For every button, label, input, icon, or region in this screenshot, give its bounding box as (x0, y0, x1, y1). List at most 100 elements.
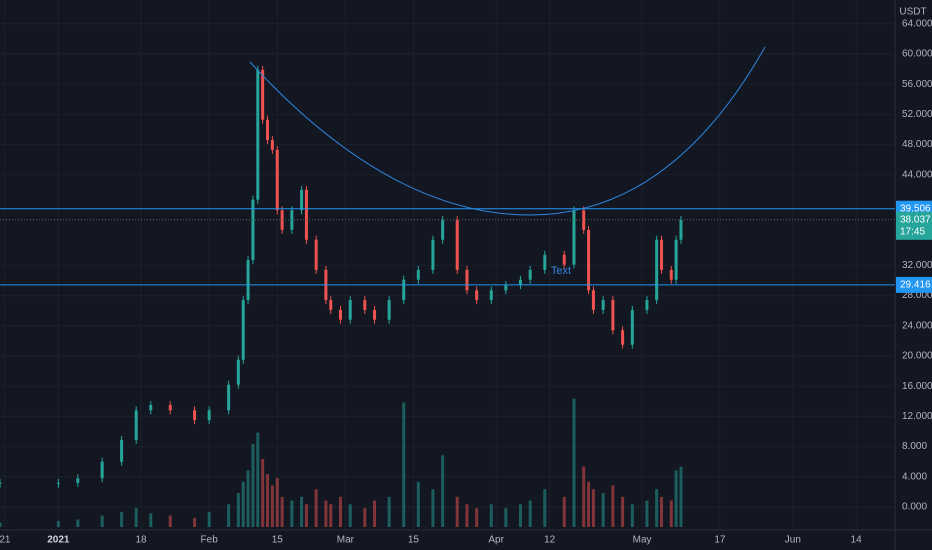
x-tick-label: 12 (544, 535, 556, 546)
candle (611, 300, 615, 331)
candle (528, 269, 532, 280)
volume-bar (290, 500, 294, 527)
y-tick-label: 44.000 (902, 169, 932, 180)
volume-bar (168, 515, 172, 527)
volume-bar (76, 519, 80, 527)
volume-bar (621, 496, 625, 527)
volume-bar (56, 520, 60, 527)
candle (601, 300, 605, 310)
volume-bar (236, 493, 240, 527)
y-tick-label: 8.000 (902, 441, 927, 452)
candle (314, 239, 318, 270)
volume-bar (261, 459, 265, 527)
candle (630, 309, 634, 345)
volume-bar (134, 508, 138, 527)
candle (338, 309, 342, 320)
volume-bar (149, 513, 153, 527)
candle (475, 290, 479, 301)
axes: 0.000 4.000 8.000 12.000 16.000 20.000 24.000 2… (0, 18, 932, 546)
candle (329, 300, 333, 310)
volume-bar (582, 466, 586, 527)
volume-bar (329, 504, 333, 527)
volume-bar (655, 489, 659, 527)
candle (227, 384, 231, 411)
candle (587, 229, 591, 291)
candle (674, 239, 678, 280)
candle (270, 140, 274, 150)
candle (669, 269, 673, 280)
candle (441, 220, 445, 240)
candle (149, 405, 153, 411)
candle (455, 220, 459, 270)
y-tick-label: 56.000 (902, 79, 932, 90)
candle (572, 210, 576, 265)
axis-unit: USDT (899, 7, 926, 18)
volume-bar (207, 511, 211, 527)
volume-bar (251, 443, 255, 527)
volume-bar (275, 477, 279, 527)
volume-bar (572, 398, 576, 527)
y-tick-label: 4.000 (902, 471, 927, 482)
candle (387, 300, 391, 320)
volume-bar (504, 508, 508, 527)
volume-bar (266, 474, 270, 527)
volume-bar (645, 500, 649, 527)
countdown-label: 17:45 (900, 226, 925, 237)
candle (582, 210, 586, 230)
volume-bar (314, 489, 318, 527)
last-price-label: 38.037 (900, 214, 931, 225)
volume-bar (518, 504, 522, 527)
x-tick-label: Jun (785, 535, 801, 546)
volume-bar (630, 504, 634, 527)
candle (348, 300, 352, 320)
x-tick-label: Feb (201, 535, 219, 546)
candle (134, 410, 138, 440)
volume-bar (373, 500, 377, 527)
price-tag (896, 276, 932, 293)
y-tick-label: 20.000 (902, 351, 932, 362)
price-tag-label: 39.506 (900, 203, 931, 214)
candle (660, 239, 664, 270)
x-tick-label: 15 (272, 535, 284, 546)
x-tick-label: 17 (714, 535, 726, 546)
candle (266, 119, 270, 141)
volume-bar (591, 489, 595, 527)
candle (120, 439, 124, 462)
candle (76, 478, 80, 483)
volume-bar (679, 466, 683, 527)
volume-bar (280, 496, 284, 527)
volume-bar (475, 508, 479, 527)
y-tick-label: 0.000 (902, 502, 927, 513)
volume-bar (528, 500, 532, 527)
y-tick-label: 32.000 (902, 260, 932, 271)
candle (655, 239, 659, 301)
grid (0, 0, 895, 530)
annotation-text: Text (551, 265, 571, 277)
volume-bar (489, 504, 493, 527)
candle (207, 410, 211, 421)
volume-bar (304, 504, 308, 527)
candle (100, 461, 104, 479)
y-tick-label: 60.000 (902, 49, 932, 60)
volume-bar (363, 508, 367, 527)
candle (621, 330, 625, 345)
volume-bar (543, 489, 547, 527)
candle (504, 285, 508, 291)
x-tick-label: 18 (135, 535, 147, 546)
volume-bar (256, 432, 260, 527)
candle (304, 189, 308, 240)
volume-bar (465, 504, 469, 527)
candle (373, 309, 377, 320)
volume-bar (441, 455, 445, 527)
x-tick-label: 21 (0, 535, 11, 546)
volume-bar (227, 504, 231, 527)
volume-bar (338, 496, 342, 527)
volume-bar (611, 485, 615, 527)
volume-bar (416, 481, 420, 527)
volume-bar (431, 489, 435, 527)
volume-bar (100, 515, 104, 527)
volume-bar (246, 470, 250, 527)
last-price-tag (896, 211, 932, 240)
candle (275, 149, 279, 211)
